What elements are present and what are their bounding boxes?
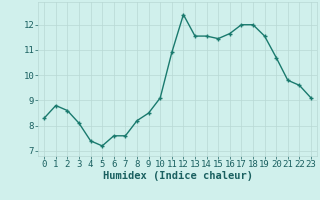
- X-axis label: Humidex (Indice chaleur): Humidex (Indice chaleur): [103, 171, 252, 181]
